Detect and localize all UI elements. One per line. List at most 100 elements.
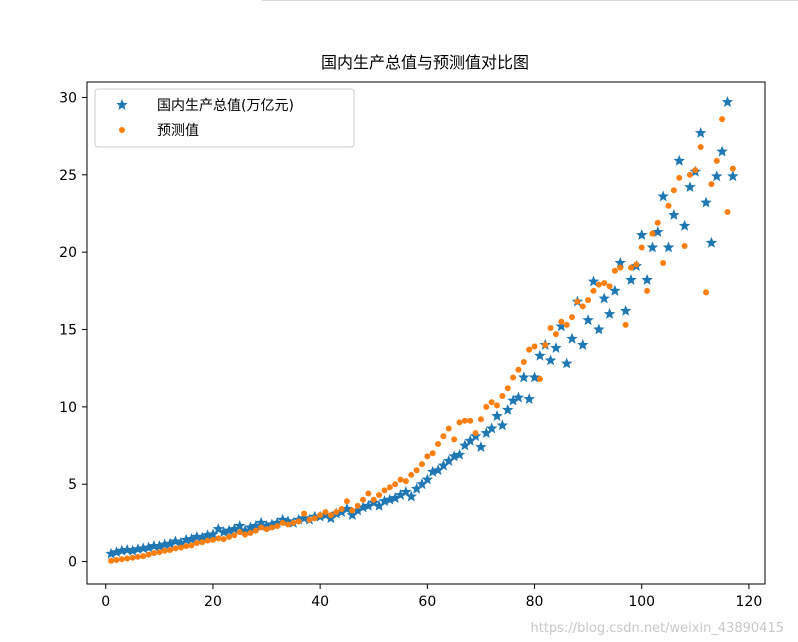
data-point-dot xyxy=(451,436,458,443)
data-point-star xyxy=(132,543,144,555)
data-point-star xyxy=(416,478,428,490)
data-point-dot xyxy=(504,385,511,392)
data-point-dot xyxy=(343,498,350,505)
data-point-dot xyxy=(628,264,635,271)
data-point-star xyxy=(491,410,503,422)
data-point-dot xyxy=(386,484,393,491)
x-tick-label: 60 xyxy=(418,594,436,610)
data-point-dot xyxy=(654,219,661,226)
data-point-dot xyxy=(461,417,468,424)
legend: 国内生产总值(万亿元) 预测值 xyxy=(94,88,355,148)
data-point-dot xyxy=(585,297,592,304)
data-point-star xyxy=(400,485,412,497)
data-point-dot xyxy=(536,376,543,383)
data-point-star xyxy=(212,523,225,534)
data-point-star xyxy=(169,535,182,547)
data-point-dot xyxy=(488,399,495,406)
data-point-dot xyxy=(708,181,715,188)
data-point-dot xyxy=(563,321,570,328)
data-point-star xyxy=(351,504,364,516)
data-point-dot xyxy=(349,507,356,514)
data-point-dot xyxy=(252,527,259,534)
data-point-star xyxy=(228,523,241,534)
data-point-star xyxy=(721,96,734,107)
data-point-dot xyxy=(220,536,227,543)
data-point-dot xyxy=(354,502,361,509)
chart-title: 国内生产总值与预测值对比图 xyxy=(321,53,529,72)
data-point-dot xyxy=(467,417,474,424)
data-point-dot xyxy=(526,346,533,353)
data-point-star xyxy=(502,403,514,415)
plot-area xyxy=(105,96,739,564)
data-point-star xyxy=(657,190,669,202)
data-point-star xyxy=(475,441,487,452)
data-point-dot xyxy=(429,450,436,457)
data-point-star xyxy=(191,530,203,542)
data-point-dot xyxy=(317,512,324,519)
y-tick-label: 5 xyxy=(68,477,77,493)
data-point-star xyxy=(603,308,616,319)
data-point-star xyxy=(142,541,155,553)
data-point-dot xyxy=(183,543,190,550)
data-point-dot xyxy=(547,324,554,331)
data-point-star xyxy=(609,284,621,296)
data-point-star xyxy=(598,292,610,304)
data-point-star xyxy=(137,542,149,554)
data-point-dot xyxy=(365,490,372,497)
data-point-dot xyxy=(697,143,704,150)
data-point-star xyxy=(646,241,659,253)
y-tick-label: 30 xyxy=(59,90,77,106)
data-point-dot xyxy=(402,478,409,485)
data-point-star xyxy=(362,499,375,511)
data-point-dot xyxy=(150,550,157,557)
data-point-dot xyxy=(617,264,624,271)
data-point-dot xyxy=(424,453,431,460)
data-point-star xyxy=(405,490,417,502)
data-point-star xyxy=(593,323,605,335)
data-point-dot xyxy=(622,321,629,328)
data-point-dot xyxy=(284,521,291,528)
data-point-dot xyxy=(719,116,726,123)
data-point-dot xyxy=(118,556,125,563)
y-tick-label: 10 xyxy=(59,400,77,416)
data-point-star xyxy=(700,196,712,208)
data-point-dot xyxy=(311,515,318,522)
data-point-star xyxy=(276,513,289,525)
data-point-dot xyxy=(193,540,200,547)
data-point-star xyxy=(244,521,257,533)
data-point-star xyxy=(426,465,439,477)
top-divider xyxy=(262,0,798,1)
data-point-star xyxy=(636,229,648,241)
data-point-dot xyxy=(161,547,168,554)
data-point-dot xyxy=(338,505,345,512)
data-point-dot xyxy=(579,303,586,310)
data-point-dot xyxy=(606,283,613,290)
data-point-star xyxy=(196,531,208,543)
data-point-dot xyxy=(108,557,115,564)
data-point-dot xyxy=(552,331,559,338)
data-point-dot xyxy=(472,430,479,437)
data-point-dot xyxy=(129,554,136,561)
data-point-star xyxy=(705,236,718,248)
data-point-dot xyxy=(638,244,645,251)
data-point-dot xyxy=(558,318,565,325)
data-point-star xyxy=(239,524,251,536)
plot-frame xyxy=(86,81,766,585)
data-point-dot xyxy=(520,359,527,366)
data-point-dot xyxy=(172,545,179,552)
x-tick-label: 120 xyxy=(736,594,763,610)
data-point-dot xyxy=(590,287,597,294)
data-point-star xyxy=(432,464,444,476)
data-point-star xyxy=(587,275,600,287)
data-point-dot xyxy=(177,544,184,551)
data-point-dot xyxy=(660,259,667,266)
data-point-star xyxy=(480,427,492,439)
data-point-dot xyxy=(633,261,640,268)
y-tick-label: 20 xyxy=(59,245,77,261)
data-point-star xyxy=(234,519,246,531)
data-point-dot xyxy=(611,267,618,274)
data-point-star xyxy=(255,516,267,528)
data-point-dot xyxy=(215,535,222,542)
data-point-dot xyxy=(306,516,313,523)
data-point-star xyxy=(159,538,171,550)
